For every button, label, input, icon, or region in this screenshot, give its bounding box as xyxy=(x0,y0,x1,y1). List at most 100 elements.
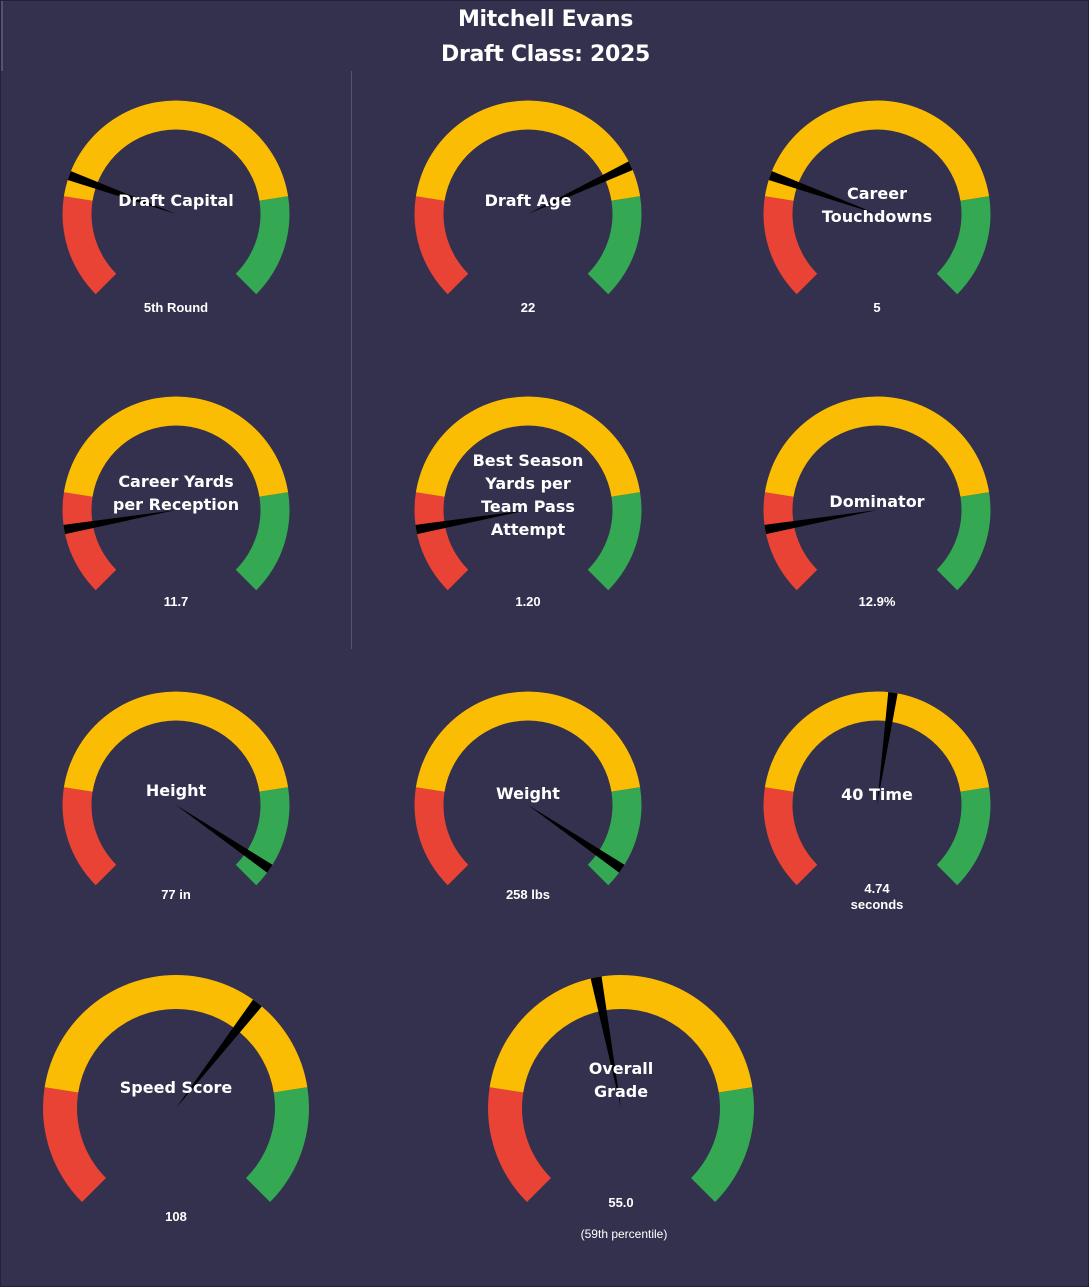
gauge-value: 11.7 xyxy=(164,594,189,609)
gauge-label: Career Yards per Reception xyxy=(113,472,239,514)
gauge-needle xyxy=(590,976,621,1108)
gauge-label-line: Attempt xyxy=(491,520,566,539)
gauge-label-line: Draft Capital xyxy=(118,191,234,210)
gauge-subvalue: (59th percentile) xyxy=(581,1227,668,1241)
gauge-value: 55.0 xyxy=(608,1195,633,1210)
gauge-label-line: Best Season xyxy=(473,451,584,470)
gauge-band-mid xyxy=(415,100,641,201)
gauge-label: Dominator xyxy=(829,492,924,511)
gauge-value: 5th Round xyxy=(144,300,208,315)
gauge-weight: Weight 258 lbs xyxy=(414,691,642,902)
gauge-band-mid xyxy=(63,396,289,497)
gauge-band-high xyxy=(691,1087,754,1203)
gauge-label-line: Career Yards xyxy=(118,472,233,491)
gauge-band-high xyxy=(235,196,290,295)
gauge-value: 5 xyxy=(873,300,880,315)
gauge-band-high xyxy=(235,492,290,591)
gauge-label: 40 Time xyxy=(841,785,913,804)
gauge-career-touchdowns: Career Touchdowns 5 xyxy=(763,100,991,315)
gauge-needle xyxy=(415,510,528,535)
gauge-band-low xyxy=(62,787,117,886)
gauge-band-mid xyxy=(764,100,990,201)
gauge-needle xyxy=(528,805,625,873)
gauge-value-line: 4.74 xyxy=(864,881,890,896)
gauge-band-high xyxy=(587,787,642,886)
gauge-label: Career Touchdowns xyxy=(822,184,932,226)
gauge-speed-score: Speed Score 108 xyxy=(43,975,309,1224)
gauge-band-high xyxy=(936,787,991,886)
gauge-best-season-yptpa: Best Season Yards per Team Pass Attempt 1.20 xyxy=(414,396,642,609)
gauge-height: Height 77 in xyxy=(62,691,290,902)
gauge-band-mid xyxy=(63,100,289,201)
gauge-label-line: Overall xyxy=(589,1059,654,1078)
gauge-band-mid xyxy=(764,396,990,497)
gauge-band-low xyxy=(414,492,469,591)
gauge-band-low xyxy=(763,196,818,295)
gauge-label-line: Yards per xyxy=(484,474,571,493)
gauge-band-high xyxy=(235,787,290,886)
gauge-band-low xyxy=(62,492,117,591)
gauge-forty-time: 40 Time 4.74 seconds xyxy=(763,691,991,912)
gauge-band-mid xyxy=(63,691,289,792)
gauge-label-line: per Reception xyxy=(113,495,239,514)
gauge-label-line: Speed Score xyxy=(120,1078,233,1097)
gauge-label: Overall Grade xyxy=(589,1059,654,1101)
gauge-value: 1.20 xyxy=(515,594,540,609)
gauge-value: 12.9% xyxy=(859,594,896,609)
divider-vertical xyxy=(351,71,352,649)
gauge-value: 77 in xyxy=(161,887,191,902)
gauge-career-ypr: Career Yards per Reception 11.7 xyxy=(62,396,290,609)
gauge-needle xyxy=(176,805,273,873)
gauge-needle xyxy=(63,510,176,535)
gauge-band-mid xyxy=(489,975,753,1093)
gauge-label: Speed Score xyxy=(120,1078,233,1097)
gauge-label-line: 40 Time xyxy=(841,785,913,804)
gauge-band-high xyxy=(936,196,991,295)
gauge-needle xyxy=(764,510,877,535)
gauge-label-line: Height xyxy=(146,781,207,800)
gauge-overall-grade: Overall Grade 55.0 (59th percentile) xyxy=(488,975,754,1241)
gauge-label: Weight xyxy=(496,784,560,803)
divider-left-top xyxy=(1,1,3,71)
gauge-band-high xyxy=(587,196,642,295)
gauge-band-high xyxy=(246,1087,309,1203)
gauge-band-high xyxy=(936,492,991,591)
gauge-value: 108 xyxy=(165,1209,187,1224)
gauge-needle xyxy=(877,692,898,805)
gauge-band-low xyxy=(488,1087,551,1203)
draft-class: Draft Class: 2025 xyxy=(440,42,650,67)
gauge-value: 4.74 seconds xyxy=(851,881,904,912)
gauge-band-low xyxy=(414,787,469,886)
gauge-label-line: Career xyxy=(847,184,907,203)
gauge-band-low xyxy=(763,492,818,591)
gauge-needle xyxy=(67,171,176,214)
gauge-value: 258 lbs xyxy=(506,887,550,902)
player-name: Mitchell Evans xyxy=(457,7,634,32)
gauge-band-low xyxy=(43,1087,106,1203)
gauge-label: Best Season Yards per Team Pass Attempt xyxy=(473,451,584,539)
gauge-label-line: Touchdowns xyxy=(822,207,932,226)
gauge-label-line: Weight xyxy=(496,784,560,803)
gauge-band-mid xyxy=(415,691,641,792)
gauge-needle xyxy=(176,999,262,1108)
gauge-band-high xyxy=(587,492,642,591)
gauge-needle xyxy=(768,171,877,214)
gauge-label: Draft Capital xyxy=(118,191,234,210)
gauge-band-low xyxy=(763,787,818,886)
gauge-needle xyxy=(528,161,633,214)
gauge-band-mid xyxy=(415,396,641,497)
gauge-value-line: seconds xyxy=(851,897,904,912)
gauge-label-line: Draft Age xyxy=(485,191,572,210)
gauge-label: Height xyxy=(146,781,207,800)
gauge-draft-age: Draft Age 22 xyxy=(414,100,642,315)
gauge-draft-capital: Draft Capital 5th Round xyxy=(62,100,290,315)
gauge-value: 22 xyxy=(521,300,535,315)
gauge-dominator: Dominator 12.9% xyxy=(763,396,991,609)
gauge-band-mid xyxy=(764,691,990,792)
gauge-label-line: Grade xyxy=(594,1082,648,1101)
gauge-label-line: Dominator xyxy=(829,492,924,511)
gauge-label: Draft Age xyxy=(485,191,572,210)
gauge-band-low xyxy=(62,196,117,295)
gauge-label-line: Team Pass xyxy=(481,497,575,516)
